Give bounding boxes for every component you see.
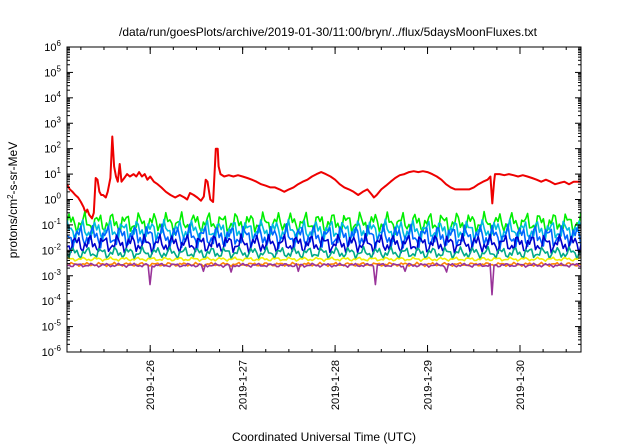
y-tick-label: 10-1 [42, 217, 62, 232]
series-line-2 [67, 210, 581, 236]
series-line-4 [67, 223, 581, 250]
y-tick-label: 105 [44, 64, 61, 79]
y-tick-label: 100 [44, 192, 61, 207]
y-tick-label: 104 [44, 90, 61, 105]
x-tick-label: 2019-1-28 [330, 360, 342, 410]
y-tick-label: 101 [44, 166, 61, 181]
series-line-6 [67, 245, 581, 260]
plot-frame [66, 46, 582, 353]
chart-title: /data/run/goesPlots/archive/2019-01-30/1… [119, 25, 538, 39]
x-axis-label: Coordinated Universal Time (UTC) [232, 430, 416, 444]
series-layer [67, 135, 581, 296]
x-tick-label: 2019-1-29 [423, 360, 435, 410]
y-tick-label: 10-4 [42, 293, 62, 308]
x-tick-label: 2019-1-26 [145, 360, 157, 410]
y-axis: 10-6 10-5 10-4 10-3 10-2 10-1 100 101 102 103 104 1… [42, 39, 581, 359]
series-line-7 [67, 256, 581, 262]
y-tick-label: 103 [44, 115, 61, 130]
y-tick-label: 106 [44, 39, 61, 54]
y-tick-label: 102 [44, 141, 61, 156]
y-tick-label: 10-3 [42, 268, 62, 283]
series-line-1 [67, 135, 581, 220]
x-axis: 2019-1-26 2019-1-27 2019-1-28 2019-1-29 2019… [80, 47, 567, 410]
series-line-9 [67, 262, 581, 296]
y-tick-label: 10-6 [42, 344, 62, 359]
y-axis-label: protons/cm2-s-sr-MeV [6, 142, 20, 258]
x-tick-label: 2019-1-30 [515, 360, 527, 410]
y-tick-label: 10-5 [42, 319, 62, 334]
x-tick-label: 2019-1-27 [238, 360, 250, 410]
y-tick-label: 10-2 [42, 242, 62, 257]
